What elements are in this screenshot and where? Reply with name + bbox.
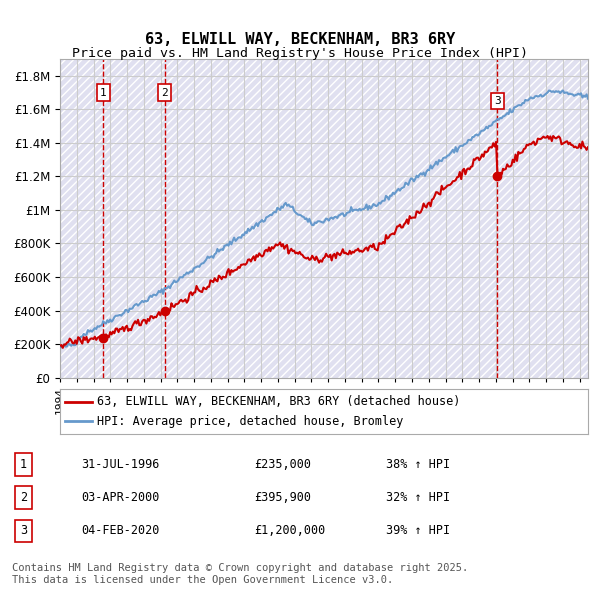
- Text: 3: 3: [20, 525, 27, 537]
- Text: 63, ELWILL WAY, BECKENHAM, BR3 6RY (detached house): 63, ELWILL WAY, BECKENHAM, BR3 6RY (deta…: [97, 395, 460, 408]
- Text: 32% ↑ HPI: 32% ↑ HPI: [386, 491, 451, 504]
- Text: HPI: Average price, detached house, Bromley: HPI: Average price, detached house, Brom…: [97, 415, 403, 428]
- Text: 1: 1: [100, 87, 107, 97]
- Text: 31-JUL-1996: 31-JUL-1996: [81, 458, 160, 471]
- Text: Contains HM Land Registry data © Crown copyright and database right 2025.
This d: Contains HM Land Registry data © Crown c…: [12, 563, 468, 585]
- Text: 3: 3: [494, 96, 500, 106]
- Text: 2: 2: [161, 87, 168, 97]
- Text: 03-APR-2000: 03-APR-2000: [81, 491, 160, 504]
- Text: Price paid vs. HM Land Registry's House Price Index (HPI): Price paid vs. HM Land Registry's House …: [72, 47, 528, 60]
- Text: 38% ↑ HPI: 38% ↑ HPI: [386, 458, 451, 471]
- Text: 04-FEB-2020: 04-FEB-2020: [81, 525, 160, 537]
- Text: 2: 2: [20, 491, 27, 504]
- Text: £1,200,000: £1,200,000: [254, 525, 325, 537]
- Text: 63, ELWILL WAY, BECKENHAM, BR3 6RY: 63, ELWILL WAY, BECKENHAM, BR3 6RY: [145, 32, 455, 47]
- Text: £395,900: £395,900: [254, 491, 311, 504]
- Text: £235,000: £235,000: [254, 458, 311, 471]
- Text: 1: 1: [20, 458, 27, 471]
- Text: 39% ↑ HPI: 39% ↑ HPI: [386, 525, 451, 537]
